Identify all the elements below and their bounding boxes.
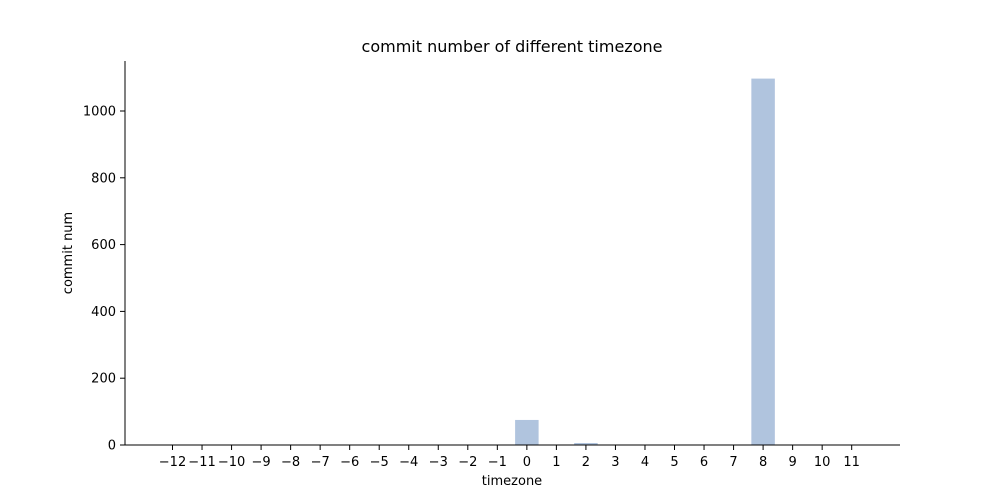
x-tick-label: −12: [159, 455, 186, 470]
y-tick-label: 0: [108, 439, 116, 454]
bar: [751, 78, 775, 445]
x-tick-label: 0: [523, 455, 531, 470]
y-tick-label: 200: [91, 372, 116, 387]
y-tick-label: 600: [91, 238, 116, 253]
x-tick-label: 11: [843, 455, 860, 470]
y-axis-label: commit num: [61, 212, 76, 294]
x-axis-ticks: −12 −11 −10 −9 −8 −7 −6 −5 −4 −3 −2 −1 0 1 2 3 4 5 6 7 8 9 10 1…: [159, 445, 860, 470]
x-tick-label: 2: [582, 455, 590, 470]
x-tick-label: −4: [399, 455, 418, 470]
x-tick-label: −11: [188, 455, 215, 470]
bar: [515, 419, 539, 445]
x-tick-label: 3: [611, 455, 619, 470]
x-tick-label: 7: [729, 455, 737, 470]
x-tick-label: −9: [252, 455, 271, 470]
x-tick-label: −2: [458, 455, 477, 470]
x-tick-label: 8: [759, 455, 767, 470]
x-tick-label: 4: [641, 455, 649, 470]
x-tick-label: 5: [670, 455, 678, 470]
y-tick-label: 800: [91, 171, 116, 186]
x-tick-label: −6: [340, 455, 359, 470]
bars-group: [515, 78, 775, 445]
chart-title: commit number of different timezone: [362, 37, 663, 56]
bar: [574, 443, 598, 445]
y-tick-label: 400: [91, 305, 116, 320]
x-axis-label: timezone: [482, 474, 542, 489]
x-tick-label: −3: [429, 455, 448, 470]
x-tick-label: 1: [552, 455, 560, 470]
y-axis-ticks: 0 200 400 600 800 1000: [83, 105, 125, 454]
x-tick-label: −1: [488, 455, 507, 470]
x-tick-label: −7: [311, 455, 330, 470]
x-tick-label: −10: [218, 455, 245, 470]
y-tick-label: 1000: [83, 105, 116, 120]
x-tick-label: −8: [281, 455, 300, 470]
x-tick-label: −5: [370, 455, 389, 470]
x-tick-label: 10: [814, 455, 831, 470]
x-tick-label: 6: [700, 455, 708, 470]
x-tick-label: 9: [788, 455, 796, 470]
